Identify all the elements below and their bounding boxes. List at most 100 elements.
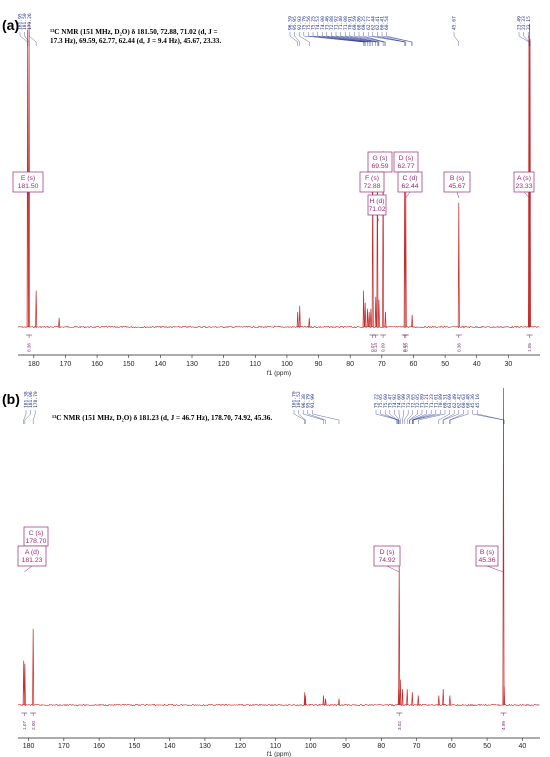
x-tick-label: 150	[129, 743, 141, 750]
peak-box-shift: 71.02	[368, 206, 385, 213]
x-tick-label: 100	[281, 361, 293, 368]
spectrum-baseline	[17, 703, 540, 707]
spectrum-peak	[324, 698, 327, 706]
peak-list-label: 60.48	[466, 394, 472, 408]
peak-box-shift: 69.59	[371, 163, 388, 170]
peak-leader-line	[303, 410, 324, 424]
x-tick-label: 120	[218, 361, 230, 368]
peak-list-label: 71.21	[424, 394, 430, 408]
peak-leader-line	[312, 410, 340, 424]
peak-leader-line	[443, 410, 459, 424]
x-tick-label: 80	[346, 361, 354, 368]
spectrum-peak	[362, 290, 365, 328]
x-tick-label: 120	[234, 743, 246, 750]
peak-list-label: 181.38	[24, 391, 30, 408]
x-axis-label: f1 (ppm)	[267, 751, 291, 757]
x-tick-label: 50	[441, 361, 449, 368]
peak-box-letter: A (s)	[517, 175, 531, 182]
spectrum-peak	[529, 39, 531, 328]
peak-list-label: 71.40	[338, 16, 344, 30]
x-tick-label: 60	[448, 743, 456, 750]
peak-list-label: 181.06	[28, 391, 34, 408]
peak-list-label: 23.33	[521, 16, 527, 30]
spectrum-peak	[28, 23, 31, 328]
peak-list-label: 75.76	[301, 16, 307, 30]
peak-leader-line	[335, 32, 376, 46]
x-tick-label: 130	[186, 361, 198, 368]
peak-box-letter: H (d)	[369, 198, 384, 205]
peak-list-label: 101.70	[292, 391, 298, 408]
peak-list-label: 96.38	[301, 394, 307, 408]
spectrum-peak	[399, 679, 402, 706]
peak-list-label: 72.65	[410, 394, 416, 408]
x-tick-label: 40	[473, 361, 481, 368]
peak-list-label: 45.16	[475, 394, 481, 408]
peak-leader-line	[409, 410, 418, 424]
peak-leader-line	[375, 410, 399, 424]
x-tick-label: 180	[23, 743, 35, 750]
panel-label: (b)	[2, 391, 20, 407]
x-tick-label: 140	[155, 361, 167, 368]
peak-leader-line	[449, 410, 464, 424]
spectrum-peak	[442, 689, 445, 706]
peak-list-label: 75.47	[387, 394, 393, 408]
peak-leader-line	[289, 32, 298, 46]
peak-leader-line	[23, 410, 27, 424]
peak-leader-line	[528, 32, 531, 46]
peak-list-label: 45.36	[470, 394, 476, 408]
integral-value: 0.07	[402, 343, 407, 352]
panel-a: (a) ¹³C NMR (151 MHz, D₂O) δ 181.50, 72.8…	[2, 13, 540, 377]
peak-leader-line	[389, 410, 398, 424]
peak-box-connector	[386, 565, 400, 573]
panel-b: (b) ¹³C NMR (151 MHz, D₂O) δ 181.23 (d, J…	[2, 387, 540, 757]
peak-leader-line	[438, 410, 450, 424]
peak-list-label: 60.63	[461, 394, 467, 408]
peak-list-label: 23.49	[517, 16, 523, 30]
peak-leader-line	[404, 410, 409, 424]
peak-leader-line	[523, 32, 530, 46]
spectrum-peak	[437, 695, 440, 706]
spectrum-peak	[364, 302, 367, 328]
peak-list-label: 71.08	[343, 16, 349, 30]
x-tick-label: 50	[483, 743, 491, 750]
integral-value: 0.07	[370, 343, 375, 352]
peak-leader-line	[477, 410, 505, 424]
peak-box-shift: 181.23	[22, 557, 43, 564]
peak-leader-line	[32, 410, 36, 424]
peak-list-label: 73.46	[324, 16, 330, 30]
integral-value: 1.05	[527, 343, 532, 352]
caption-line: ¹³C NMR (151 MHz, D₂O) δ 181.50, 72.88, …	[50, 28, 218, 36]
caption-line: ¹³C NMR (151 MHz, D₂O) δ 181.23 (d, J = …	[52, 414, 272, 422]
peak-leader-line	[345, 32, 379, 46]
integral-value: 4.99	[501, 721, 506, 730]
spectrum-peak	[411, 314, 414, 328]
peak-list-label: 60.41	[380, 16, 386, 30]
peak-leader-line	[308, 32, 365, 46]
x-tick-label: 90	[342, 743, 350, 750]
peak-list-label: 62.42	[456, 394, 462, 408]
peak-list-label: 75.25	[311, 16, 317, 30]
spectrum-peak	[369, 308, 372, 328]
peak-box-connector	[456, 191, 460, 199]
peak-list-label: 23.15	[526, 16, 532, 30]
peak-list-label: 75.05	[378, 394, 384, 408]
peak-leader-line	[518, 32, 530, 46]
peak-leader-line	[381, 32, 413, 46]
peak-list-label: 69.59	[352, 16, 358, 30]
peak-list-label: 62.49	[452, 394, 458, 408]
peak-leader-line	[409, 410, 423, 424]
peak-list-label: 69.51	[443, 394, 449, 408]
peak-box-letter: C (d)	[402, 175, 417, 182]
peak-leader-line	[349, 32, 380, 46]
peak-list-label: 91.99	[310, 394, 316, 408]
integral-value: 0.36	[27, 343, 32, 352]
x-tick-label: 30	[504, 361, 512, 368]
integral-value: 1.07	[22, 721, 27, 730]
integral-value: 0.14	[373, 343, 378, 352]
peak-list-label: 74.92	[392, 394, 398, 408]
spectrum-peak	[374, 296, 377, 328]
peak-list-label: 45.67	[452, 16, 458, 30]
peak-box-shift: 181.50	[18, 183, 39, 190]
x-tick-label: 60	[410, 361, 418, 368]
